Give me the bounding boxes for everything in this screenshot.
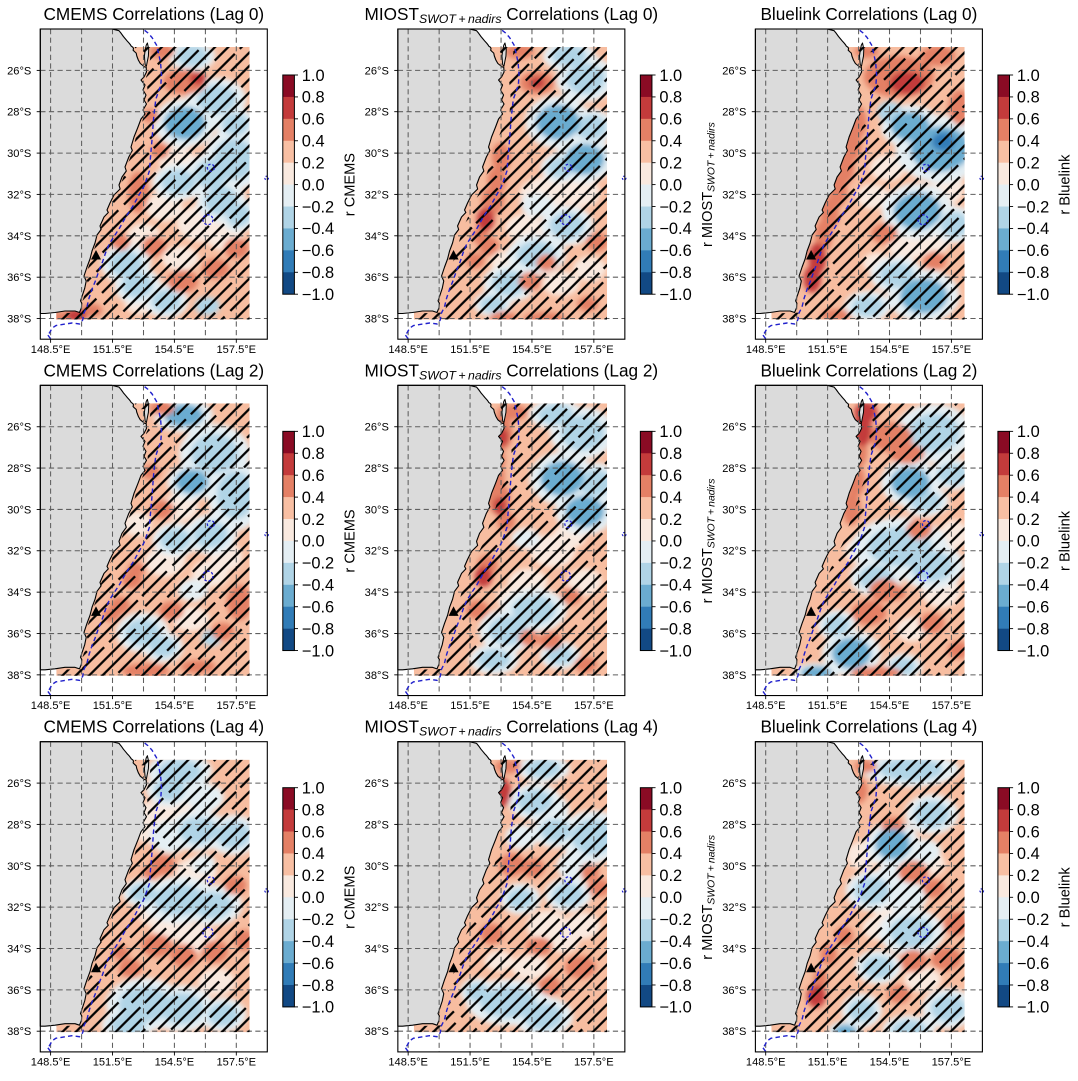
- svg-text:Bluelink Correlations (Lag 2): Bluelink Correlations (Lag 2): [760, 360, 977, 380]
- svg-text:MIOSTSWOT + nadirs Correlation: MIOSTSWOT + nadirs Correlations (Lag 0): [365, 4, 659, 26]
- svg-text:MIOSTSWOT + nadirs Correlation: MIOSTSWOT + nadirs Correlations (Lag 4): [365, 717, 659, 739]
- svg-text:r Bluelink: r Bluelink: [1057, 154, 1073, 215]
- svg-text:r CMEMS: r CMEMS: [342, 153, 358, 217]
- svg-text:r Bluelink: r Bluelink: [1057, 867, 1073, 928]
- svg-text:Bluelink Correlations (Lag 4): Bluelink Correlations (Lag 4): [760, 717, 977, 737]
- svg-text:CMEMS Correlations (Lag 2): CMEMS Correlations (Lag 2): [43, 360, 264, 380]
- svg-text:r Bluelink: r Bluelink: [1057, 510, 1073, 571]
- svg-text:CMEMS Correlations (Lag 0): CMEMS Correlations (Lag 0): [43, 4, 264, 24]
- svg-text:MIOSTSWOT + nadirs Correlation: MIOSTSWOT + nadirs Correlations (Lag 2): [365, 360, 659, 382]
- svg-text:r CMEMS: r CMEMS: [342, 509, 358, 573]
- svg-text:Bluelink Correlations (Lag 0): Bluelink Correlations (Lag 0): [760, 4, 977, 24]
- svg-text:CMEMS Correlations (Lag 4): CMEMS Correlations (Lag 4): [43, 717, 264, 737]
- svg-text:r CMEMS: r CMEMS: [342, 865, 358, 929]
